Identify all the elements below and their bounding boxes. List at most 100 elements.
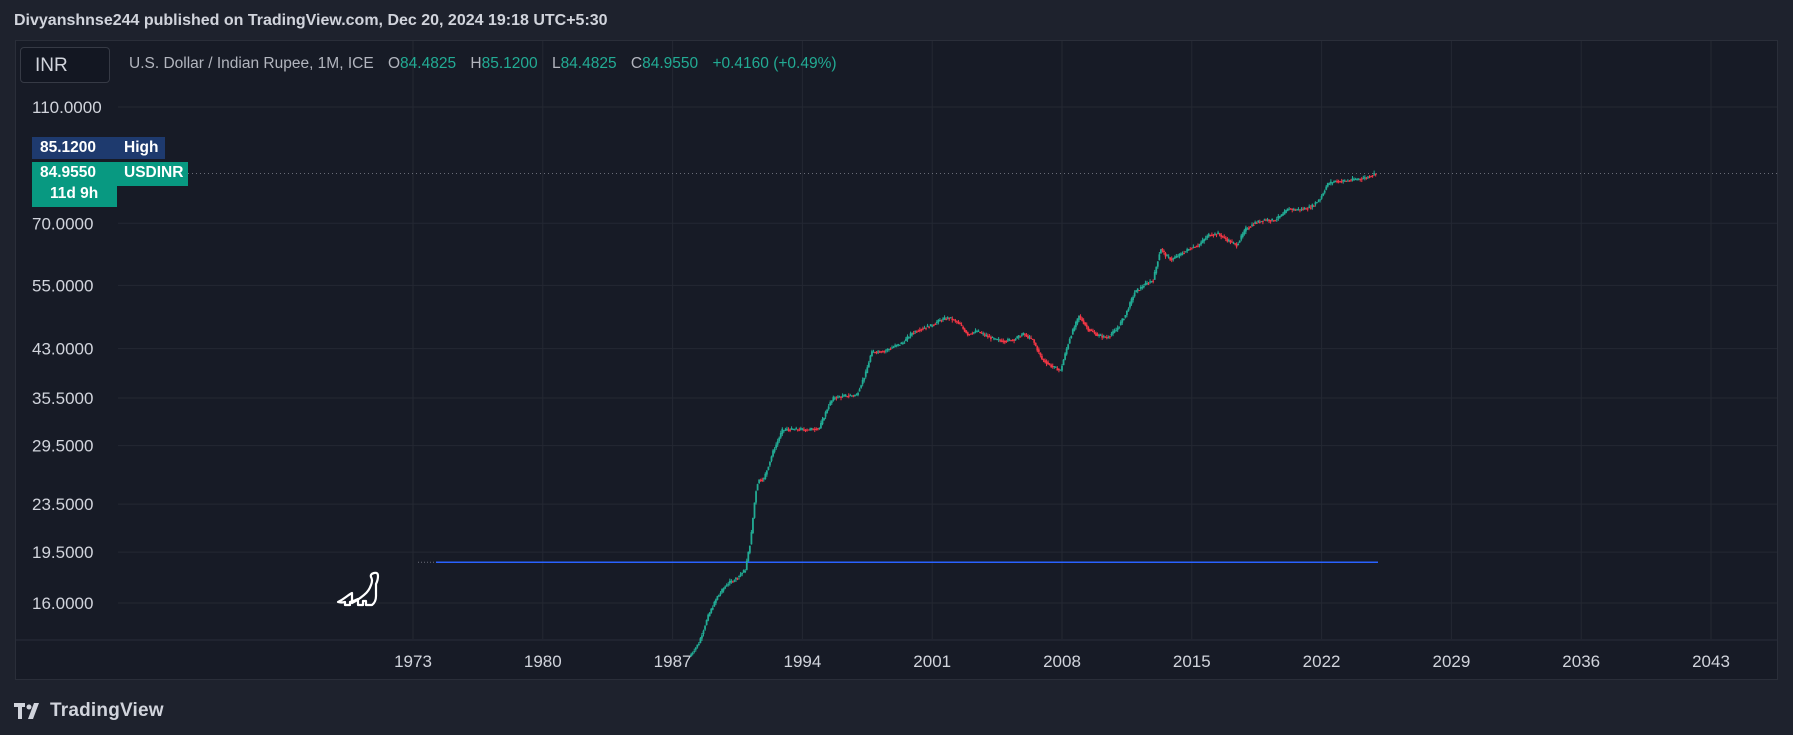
candle-body [758,479,761,484]
candle-body [1328,183,1331,185]
candle-body [691,652,694,655]
candle-body [770,456,773,461]
candle-body [810,428,813,430]
published-header: Divyanshnse244 published on TradingView.… [14,12,608,29]
candle-body [974,330,977,333]
candle-body [809,428,812,430]
candle-body [931,325,934,327]
candle-body [745,560,748,570]
candle-body [1095,333,1097,336]
candle-body [963,328,966,332]
candle-body [830,400,833,404]
candle-body [892,346,895,348]
candle-body [773,449,776,452]
candle-body [801,428,804,430]
candle-body [864,371,867,377]
candle-body [891,347,893,349]
candle-body [1215,234,1218,236]
candle-body [1010,340,1012,342]
candle-body [1183,253,1185,255]
candle-body [1058,368,1060,370]
candle-body [1067,344,1070,349]
candle-body [722,588,725,591]
candle-body [1244,227,1247,232]
candle-body [1059,369,1062,371]
y-tick-label: 16.0000 [32,594,93,613]
candle-body [821,419,824,425]
candle-body [1221,235,1224,237]
candle-body [988,336,991,338]
high-label-tag: High [117,137,165,159]
candle-body [1346,180,1349,182]
candle-body [713,601,716,607]
candle-body [1093,332,1096,334]
candle-body [1192,246,1195,248]
candle-body [877,351,880,353]
candle-body [1295,209,1298,211]
candle-body [997,339,1000,341]
candle-body [742,570,745,573]
candle-body [889,348,892,350]
candle-body [793,429,796,431]
candle-body [755,491,757,503]
grid-lines [16,41,1777,641]
candle-body [756,484,759,491]
candle-body [1360,178,1363,180]
candle-body [702,630,705,635]
legend-change: +0.4160 (+0.49%) [712,55,837,72]
x-tick-label: 2022 [1303,652,1341,671]
candle-body [1333,181,1335,183]
y-tick-label: 55.0000 [32,276,93,295]
symbol-search-button[interactable]: INR [20,47,110,83]
candle-body [1322,193,1325,196]
candle-body [1135,290,1138,293]
candle-body [1280,214,1283,217]
footer-brand[interactable]: TradingView [14,700,164,722]
candle-body [761,479,764,481]
y-tick-label: 110.0000 [32,98,102,117]
candle-body [838,396,841,398]
candle-body [1000,340,1003,342]
candle-body [846,396,849,398]
candle-body [1054,366,1057,368]
candle-body [716,596,719,600]
candle-body [798,429,801,431]
candle-body [1098,334,1100,336]
candle-body [1002,340,1005,342]
candle-body [1065,348,1068,355]
candle-body [999,340,1002,342]
candle-body [799,428,802,430]
candle-body [869,355,872,362]
candle-body [1340,181,1343,183]
candle-body [744,570,747,572]
candle-body [872,351,875,353]
legend-open-value: 84.4825 [400,55,457,72]
y-tick-label: 19.5000 [32,543,93,562]
candle-body [863,377,866,381]
candle-body [945,319,948,321]
chart-panel[interactable] [15,40,1778,680]
candle-body [1325,186,1328,190]
candle-body [1265,219,1267,221]
candle-body [694,647,697,650]
candle-body [977,330,980,332]
candle-body [1363,177,1366,179]
candle-body [1359,178,1362,180]
candle-body [1350,180,1352,182]
candle-body [724,586,727,589]
candle-body [1288,209,1291,211]
candle-body [1073,327,1076,331]
candle-body [769,461,771,466]
candle-body [1195,246,1198,248]
candle-body [1272,220,1275,222]
candle-body [1351,178,1354,181]
candle-body [875,351,878,353]
candle-body [1178,253,1181,256]
candle-body [1127,308,1130,312]
candle-body [1197,245,1199,247]
candle-body [1170,258,1173,261]
candle-body [1278,215,1281,218]
candle-body [990,337,992,340]
candle-body [897,344,900,346]
